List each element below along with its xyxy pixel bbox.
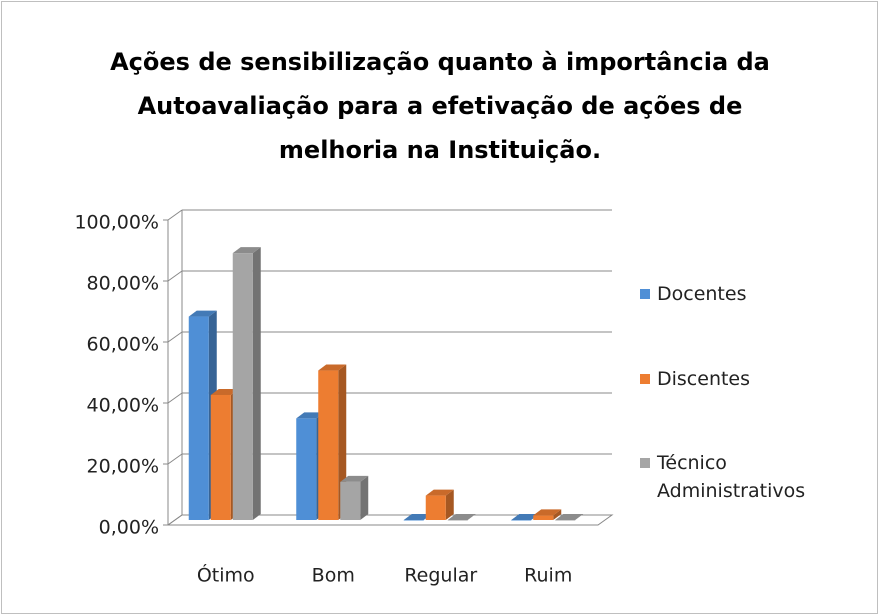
x-tick-label: Bom <box>312 565 355 587</box>
legend-swatch <box>640 374 650 384</box>
bar-top <box>318 364 347 371</box>
bar-side <box>553 509 562 520</box>
grid-line-side <box>167 392 183 404</box>
bar <box>340 481 361 520</box>
bar-top <box>232 247 261 254</box>
bar-side <box>252 247 261 520</box>
bar <box>210 394 231 520</box>
bar-top <box>188 310 217 317</box>
chart-title: Ações de sensibilização quanto à importâ… <box>110 48 770 164</box>
bar-top <box>403 514 432 520</box>
bar-top <box>447 514 476 520</box>
legend-label: Discentes <box>657 368 751 390</box>
bar <box>511 520 532 521</box>
y-tick-label: 0,00% <box>99 517 159 539</box>
grid-line-side <box>167 453 183 465</box>
grid-line-side <box>167 209 183 221</box>
legend-entry: Docentes <box>640 280 870 308</box>
x-tick-label: Ótimo <box>197 563 255 587</box>
bar <box>425 495 446 520</box>
bar-side <box>360 475 369 520</box>
grid-line-side <box>167 514 183 526</box>
bar <box>403 520 424 521</box>
y-tick-label: 80,00% <box>87 273 159 295</box>
bar <box>188 316 209 520</box>
y-tick-label: 60,00% <box>87 334 159 356</box>
bar-top <box>296 412 325 419</box>
bar-top <box>210 388 239 395</box>
legend-label: Técnico Administrativos <box>657 452 806 502</box>
y-tick-label: 40,00% <box>87 395 159 417</box>
bar-top <box>425 489 454 496</box>
bar <box>318 370 339 520</box>
legend-entry: Discentes <box>640 365 870 393</box>
grid-line-side <box>167 331 183 343</box>
bar-top <box>555 514 584 520</box>
legend-label: Docentes <box>657 283 747 305</box>
legend-swatch <box>640 458 650 468</box>
bar <box>447 520 468 521</box>
x-tick-label: Regular <box>404 565 477 587</box>
bar-side <box>445 489 454 520</box>
bar <box>296 418 317 520</box>
bar-top <box>533 509 562 516</box>
bar-top <box>511 514 540 520</box>
bar <box>232 253 253 520</box>
legend-swatch <box>640 289 650 299</box>
bar <box>555 520 576 521</box>
y-tick-label: 100,00% <box>74 212 159 234</box>
x-tick-label: Ruim <box>524 565 572 587</box>
bar-top <box>340 475 369 482</box>
bar <box>533 515 554 520</box>
legend-entry: Técnico Administrativos <box>640 449 870 505</box>
y-tick-label: 20,00% <box>87 456 159 478</box>
grid-line-side <box>167 270 183 282</box>
